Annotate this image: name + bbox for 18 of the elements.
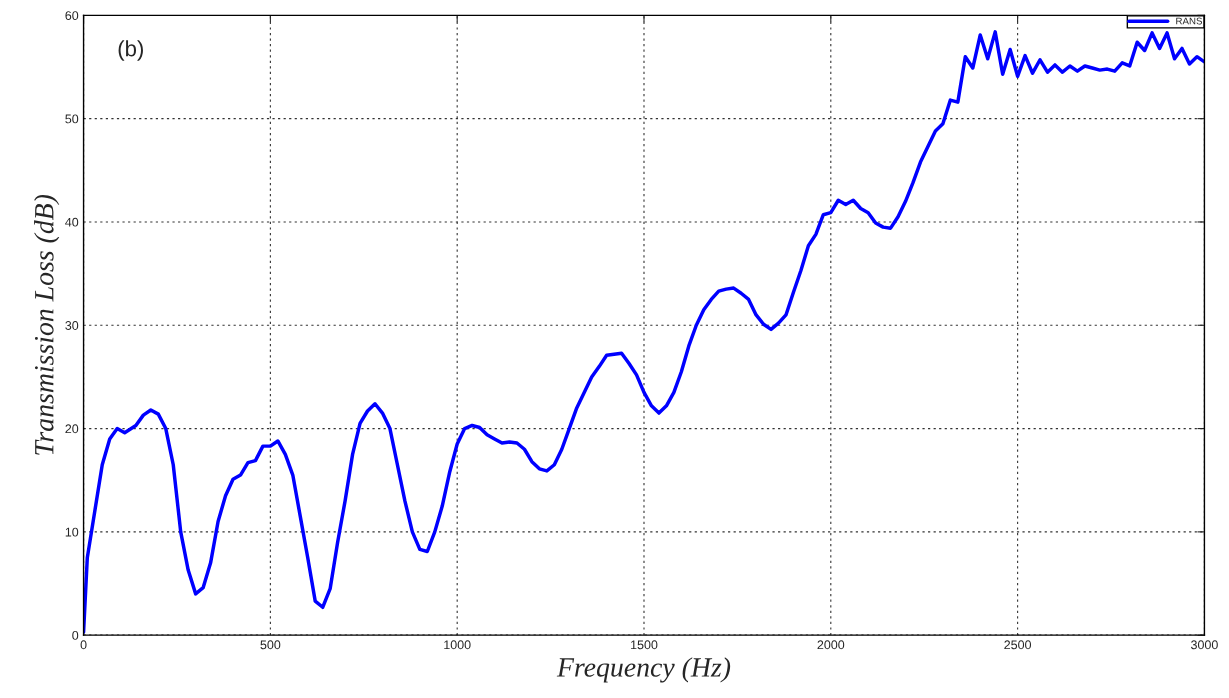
y-tick-label: 0 (72, 630, 79, 640)
x-tick-label: 3000 (1190, 640, 1218, 650)
x-axis-title: Frequency (Hz) (556, 657, 731, 683)
y-tick-label: 30 (65, 321, 79, 330)
y-tick-label: 60 (65, 11, 79, 21)
x-tick-label: 0 (80, 640, 87, 650)
x-tick-label: 1000 (444, 640, 471, 650)
x-tick-label: 2000 (817, 640, 845, 650)
annotation: (b) (118, 40, 143, 61)
y-axis-title: Transmission Loss (dB) (34, 194, 60, 455)
x-tick-label: 500 (260, 640, 281, 650)
y-tick-label: 10 (65, 527, 79, 537)
x-tick-label: 2500 (1004, 640, 1032, 650)
legend-label: RANS (1176, 17, 1203, 25)
y-tick-label: 50 (65, 114, 79, 124)
x-tick-label: 1500 (631, 640, 658, 650)
y-tick-label: 40 (65, 217, 79, 227)
y-tick-label: 20 (65, 424, 79, 434)
